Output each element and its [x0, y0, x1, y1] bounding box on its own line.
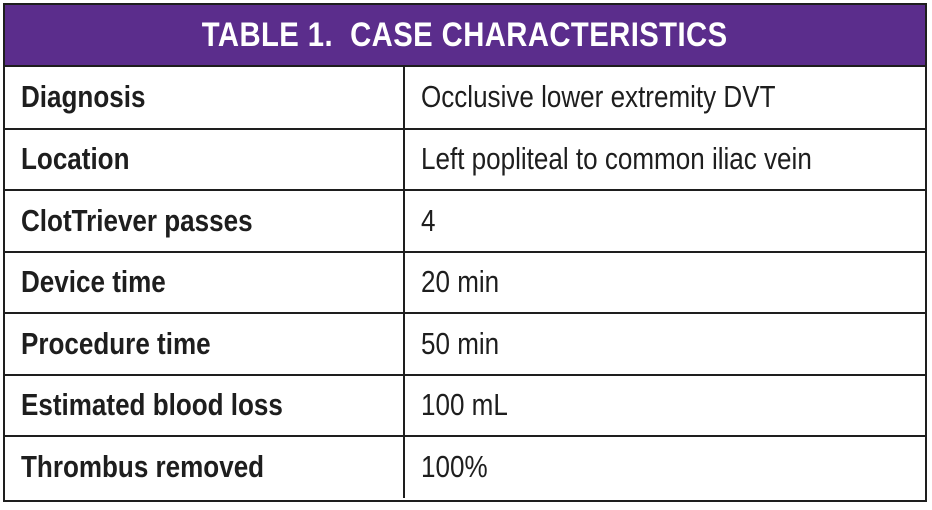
row-value: Left popliteal to common iliac vein [421, 141, 812, 177]
row-value: Occlusive lower extremity DVT [421, 79, 776, 115]
row-value-cell: 50 min [404, 313, 925, 376]
row-value-cell: 20 min [404, 251, 925, 314]
case-characteristics-table: TABLE 1. CASE CHARACTERISTICS Diagnosis … [3, 3, 927, 502]
row-value-cell: Occlusive lower extremity DVT [404, 67, 925, 130]
row-value: 4 [421, 202, 436, 238]
row-label-cell: Estimated blood loss [5, 374, 405, 437]
row-value-cell: 100 mL [404, 374, 925, 437]
table-row: Thrombus removed 100% [5, 436, 925, 498]
row-value: 20 min [421, 264, 500, 300]
table-row: Device time 20 min [5, 251, 925, 314]
row-label-cell: Thrombus removed [5, 436, 405, 498]
row-value-cell: 4 [404, 190, 925, 253]
characteristics-grid: Diagnosis Occlusive lower extremity DVT … [5, 67, 925, 498]
table-row: Procedure time 50 min [5, 313, 925, 376]
row-label: Procedure time [21, 325, 211, 361]
row-value: 100% [421, 449, 488, 485]
row-label-cell: ClotTriever passes [5, 190, 405, 253]
row-label-cell: Location [5, 128, 405, 191]
table-title: TABLE 1. CASE CHARACTERISTICS [202, 15, 728, 54]
row-label: Location [21, 141, 130, 177]
row-label-cell: Procedure time [5, 313, 405, 376]
row-value: 50 min [421, 325, 500, 361]
row-value: 100 mL [421, 387, 508, 423]
row-value-cell: Left popliteal to common iliac vein [404, 128, 925, 191]
table-title-bar: TABLE 1. CASE CHARACTERISTICS [5, 5, 925, 67]
row-label: ClotTriever passes [21, 202, 253, 238]
row-label-cell: Device time [5, 251, 405, 314]
table-row: Location Left popliteal to common iliac … [5, 128, 925, 191]
table-row: Diagnosis Occlusive lower extremity DVT [5, 67, 925, 130]
table-row: Estimated blood loss 100 mL [5, 374, 925, 437]
row-label: Diagnosis [21, 79, 146, 115]
row-label-cell: Diagnosis [5, 67, 405, 130]
row-label: Thrombus removed [21, 449, 265, 485]
row-value-cell: 100% [404, 436, 925, 498]
table-row: ClotTriever passes 4 [5, 190, 925, 253]
row-label: Device time [21, 264, 166, 300]
row-label: Estimated blood loss [21, 387, 283, 423]
